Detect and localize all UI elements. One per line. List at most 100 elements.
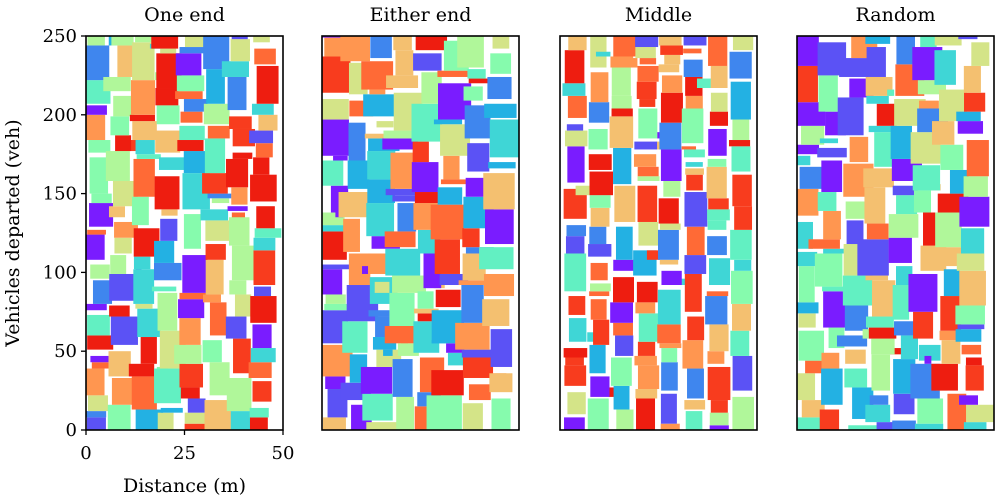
vehicle-block	[864, 187, 886, 224]
vehicle-block	[156, 105, 180, 125]
vehicle-block	[659, 223, 681, 230]
vehicle-block	[114, 237, 132, 254]
vehicle-block	[705, 296, 728, 325]
vehicle-block	[638, 108, 658, 139]
vehicle-block	[130, 80, 156, 115]
vehicle-block	[421, 72, 442, 104]
vehicle-block	[179, 292, 207, 300]
vehicle-block	[113, 95, 135, 117]
x-axis-label: Distance (m)	[123, 475, 246, 497]
vehicle-block	[413, 308, 439, 314]
vehicle-block	[389, 292, 415, 326]
vehicle-block	[706, 166, 727, 199]
vehicle-block	[114, 221, 138, 238]
vehicle-block	[798, 313, 816, 328]
vehicle-block	[732, 303, 751, 331]
vehicle-block	[248, 362, 272, 378]
vehicle-block	[588, 128, 608, 150]
vehicle-block	[322, 269, 343, 295]
vehicle-block	[107, 404, 131, 430]
vehicle-block	[797, 251, 818, 267]
vehicle-block	[961, 344, 982, 355]
vehicle-block	[226, 377, 252, 412]
vehicle-block	[211, 198, 230, 204]
vehicle-block	[88, 140, 111, 153]
vehicle-block	[890, 125, 912, 159]
vehicle-block	[229, 280, 247, 295]
vehicle-block	[797, 302, 819, 314]
vehicle-block	[457, 36, 484, 68]
vehicle-block	[206, 69, 225, 104]
vehicle-block	[866, 95, 889, 104]
vehicle-block	[250, 348, 276, 363]
vehicle-block	[362, 393, 393, 421]
vehicle-block	[638, 313, 659, 342]
vehicle-block	[221, 61, 249, 77]
vehicle-block	[157, 292, 178, 331]
vehicle-block	[202, 173, 228, 194]
y-tick-label: 150	[43, 184, 77, 205]
vehicle-block	[659, 343, 682, 349]
vehicle-block	[661, 75, 683, 93]
vehicle-block	[110, 316, 138, 345]
vehicle-block	[613, 259, 636, 271]
vehicle-block	[333, 155, 348, 161]
vehicle-block	[588, 244, 612, 257]
vehicle-block	[393, 36, 412, 51]
vehicle-block	[963, 422, 987, 430]
vehicle-block	[964, 92, 986, 112]
vehicle-block	[386, 75, 419, 89]
vehicle-block	[322, 417, 346, 430]
y-tick-label: 0	[66, 420, 77, 441]
vehicle-block	[234, 294, 252, 317]
vehicle-block	[463, 86, 483, 101]
vehicle-block	[801, 125, 825, 145]
vehicle-block	[956, 253, 985, 271]
vehicle-block	[347, 160, 370, 189]
vehicle-block	[634, 355, 657, 366]
vehicle-block	[660, 92, 683, 123]
vehicle-block	[611, 108, 633, 117]
vehicle-block	[613, 277, 634, 303]
vehicle-block	[934, 36, 962, 46]
vehicle-block	[426, 395, 462, 430]
vehicle-block	[892, 285, 910, 320]
panel-frame	[796, 35, 995, 431]
vehicle-block	[396, 396, 415, 430]
vehicle-block	[462, 228, 480, 248]
vehicle-block	[707, 158, 727, 167]
vehicle-block	[868, 125, 898, 133]
vehicle-block	[821, 352, 840, 369]
vehicle-block	[89, 203, 114, 227]
y-tick-label: 100	[43, 262, 77, 283]
vehicle-block	[484, 103, 517, 118]
vehicle-block	[370, 36, 392, 59]
vehicle-block	[893, 359, 916, 394]
vehicle-block	[322, 99, 349, 120]
vehicle-block	[681, 146, 697, 150]
vehicle-block	[842, 275, 873, 306]
vehicle-block	[209, 362, 230, 396]
vehicle-block	[918, 344, 941, 361]
vehicle-block	[489, 373, 513, 393]
vehicle-block	[660, 423, 680, 430]
vehicle-block	[823, 210, 841, 240]
vehicle-block	[590, 376, 610, 397]
vehicle-block	[411, 162, 439, 193]
vehicle-block	[431, 370, 464, 396]
vehicle-block	[231, 36, 248, 40]
vehicle-block	[490, 53, 512, 74]
vehicle-block	[687, 316, 705, 341]
vehicle-block	[366, 203, 395, 237]
vehicle-block	[924, 355, 932, 364]
vehicle-block	[88, 395, 108, 412]
vehicle-block	[184, 423, 207, 430]
vehicle-block	[228, 217, 250, 246]
vehicle-block	[86, 234, 105, 260]
vehicle-block	[709, 425, 729, 430]
vehicle-block	[892, 185, 918, 196]
vehicle-block	[846, 220, 864, 245]
vehicle-block	[610, 357, 632, 386]
vehicle-block	[461, 349, 494, 358]
vehicle-block	[462, 403, 483, 430]
